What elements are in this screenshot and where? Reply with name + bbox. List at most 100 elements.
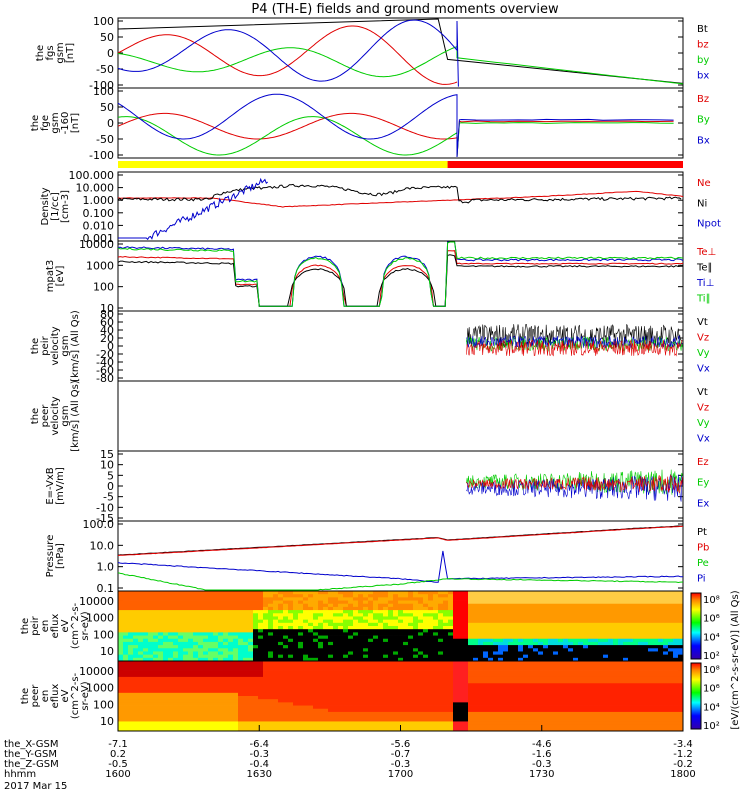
spectro-cell	[228, 635, 234, 640]
spectro-cell	[423, 645, 429, 649]
spectro-cell	[313, 635, 319, 640]
spectro-cell	[343, 606, 349, 611]
spectro-cell	[363, 708, 369, 713]
spectro-cell	[348, 622, 354, 627]
spectro-cell	[503, 597, 509, 601]
spectro-cell	[253, 696, 259, 700]
spectro-cell	[258, 667, 264, 671]
spectro-cell	[533, 606, 539, 611]
spectro-cell	[203, 619, 209, 624]
spectro-cell	[523, 594, 529, 598]
spectro-cell	[623, 724, 629, 729]
spectro-cell	[283, 603, 289, 608]
spectro-cell	[383, 648, 389, 652]
spectro-cell	[563, 629, 569, 633]
spectro-cell	[368, 613, 374, 617]
spectro-cell	[183, 654, 189, 659]
spectro-cell	[628, 651, 634, 656]
spectro-cell	[158, 664, 164, 668]
spectro-cell	[583, 664, 589, 668]
spectro-cell	[228, 705, 234, 710]
spectro-cell	[343, 603, 349, 608]
spectro-cell	[448, 676, 454, 681]
spectro-cell	[118, 591, 124, 595]
spectro-cell	[348, 619, 354, 624]
spectro-cell	[488, 692, 494, 697]
spectro-cell	[543, 673, 549, 678]
spectro-cell	[163, 638, 169, 643]
spectro-cell	[603, 696, 609, 700]
spectro-cell	[258, 696, 264, 700]
spectro-cell	[643, 594, 649, 598]
spectro-cell	[363, 667, 369, 671]
spectro-cell	[248, 699, 254, 703]
spectro-cell	[213, 670, 219, 675]
spectro-cell	[228, 657, 234, 662]
y-axis-label: (cm^2-s-	[70, 602, 81, 649]
spectro-cell	[118, 657, 124, 662]
spectro-cell	[248, 591, 254, 595]
spectro-cell	[193, 651, 199, 656]
spectro-cell	[223, 597, 229, 601]
spectro-cell	[138, 594, 144, 598]
spectro-cell	[618, 689, 624, 694]
spectro-cell	[548, 645, 554, 649]
spectro-cell	[338, 613, 344, 617]
spectro-cell	[428, 692, 434, 697]
spectro-cell	[668, 654, 674, 659]
spectro-cell	[508, 648, 514, 652]
spectro-cell	[163, 664, 169, 668]
spectro-cell	[543, 664, 549, 668]
spectro-cell	[563, 667, 569, 671]
spectro-cell	[643, 651, 649, 656]
spectro-cell	[268, 629, 274, 633]
spectro-cell	[588, 696, 594, 700]
spectro-cell	[413, 696, 419, 700]
spectro-cell	[438, 718, 444, 722]
spectro-cell	[193, 632, 199, 636]
spectro-cell	[558, 591, 564, 595]
spectro-cell	[163, 705, 169, 710]
spectro-cell	[548, 718, 554, 722]
spectro-cell	[313, 664, 319, 668]
spectro-cell	[148, 686, 154, 691]
spectro-cell	[603, 597, 609, 601]
spectro-cell	[498, 711, 504, 716]
spectro-cell	[373, 686, 379, 691]
spectro-cell	[378, 721, 384, 726]
spectro-cell	[243, 721, 249, 726]
spectro-cell	[478, 597, 484, 601]
spectro-cell	[448, 626, 454, 630]
spectro-cell	[463, 670, 469, 675]
spectro-cell	[268, 673, 274, 678]
spectro-cell	[593, 721, 599, 726]
spectro-cell	[458, 657, 464, 662]
spectro-cell	[188, 699, 194, 703]
spectro-cell	[488, 635, 494, 640]
spectro-cell	[588, 619, 594, 624]
spectro-cell	[363, 613, 369, 617]
spectro-cell	[188, 702, 194, 706]
spectro-cell	[568, 676, 574, 681]
spectro-cell	[248, 702, 254, 706]
spectro-cell	[528, 613, 534, 617]
spectro-cell	[533, 715, 539, 719]
spectro-cell	[253, 597, 259, 601]
spectro-cell	[598, 613, 604, 617]
spectro-cell	[588, 661, 594, 665]
spectro-cell	[433, 727, 439, 732]
spectro-cell	[278, 718, 284, 722]
spectro-cell	[558, 721, 564, 726]
y-axis-label: [nT]	[70, 113, 81, 133]
spectro-cell	[338, 667, 344, 671]
spectro-cell	[378, 711, 384, 716]
spectro-cell	[523, 626, 529, 630]
spectro-cell	[438, 638, 444, 643]
spectro-cell	[548, 638, 554, 643]
spectro-cell	[478, 622, 484, 627]
spectro-cell	[508, 689, 514, 694]
spectro-cell	[568, 613, 574, 617]
spectro-cell	[238, 610, 244, 614]
spectro-cell	[403, 635, 409, 640]
spectro-cell	[193, 715, 199, 719]
